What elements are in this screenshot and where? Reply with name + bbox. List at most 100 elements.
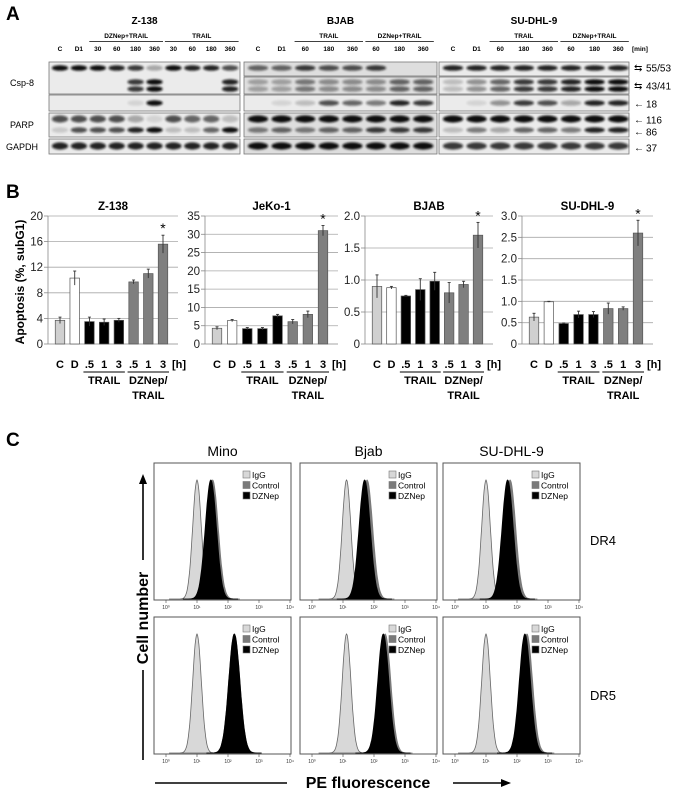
protein-band: [221, 127, 239, 133]
protein-band: [513, 127, 534, 133]
lane-label: 180: [323, 46, 334, 53]
arrow-left-icon: ←: [634, 143, 644, 154]
protein-band: [560, 127, 582, 133]
protein-band: [295, 65, 316, 71]
protein-band: [247, 79, 269, 85]
bar: [400, 295, 411, 345]
column-title-mino: Mino: [207, 443, 238, 459]
panel-label-c: C: [6, 430, 20, 451]
blot-strip: [243, 61, 438, 77]
y-tick-label: 35: [187, 211, 200, 223]
protein-band: [560, 86, 582, 92]
protein-band: [127, 79, 144, 85]
protein-band: [203, 127, 220, 133]
treatment-group-label: DZNep+TRAIL: [573, 33, 617, 40]
group-label: DZNep/: [444, 375, 483, 387]
y-tick-label: 8: [37, 288, 43, 300]
protein-band: [184, 127, 201, 133]
group-label: TRAIL: [404, 375, 437, 387]
lane-label: C: [451, 46, 456, 53]
protein-band: [413, 79, 434, 85]
size-marker-kda: 43/41: [646, 82, 671, 93]
legend-label: Control: [398, 635, 426, 645]
blot-strip: [438, 61, 630, 77]
category-label: C: [373, 359, 381, 371]
x-tick-label: 10⁰: [308, 605, 316, 611]
y-tick-label: 0: [194, 339, 200, 351]
arrow-left-icon: ←: [634, 115, 644, 126]
protein-band: [271, 79, 292, 85]
protein-band: [146, 100, 163, 106]
row-label-dr4: DR4: [590, 533, 616, 548]
y-tick-label: 3.0: [501, 211, 517, 223]
protein-band: [51, 65, 69, 71]
protein-band: [247, 127, 269, 133]
protein-band: [342, 86, 363, 92]
legend-label: IgG: [252, 624, 266, 634]
protein-band: [247, 142, 269, 150]
protein-band: [584, 79, 605, 85]
bar: [227, 320, 238, 345]
treatment-group-label: TRAIL: [319, 33, 338, 40]
protein-band: [490, 142, 511, 150]
lane-label: 180: [206, 46, 217, 53]
x-tick-label: 10¹: [482, 605, 490, 611]
x-tick-label: 10⁴: [575, 605, 583, 611]
blot-block-bjab: BJAB TRAIL DZNep+TRAIL C D1 60 180 360 60 180 360: [243, 16, 438, 155]
legend-swatch-dznep: [388, 645, 397, 654]
y-tick-label: 0: [511, 339, 517, 351]
legend-swatch-dznep: [388, 491, 397, 500]
x-tick-label: 10⁰: [308, 759, 316, 765]
protein-band: [537, 127, 558, 133]
size-marker-kda: 86: [646, 128, 658, 139]
lane-label: 60: [302, 46, 310, 53]
group-label: TRAIL: [607, 390, 640, 402]
protein-band: [51, 115, 69, 123]
protein-band: [318, 142, 339, 150]
y-tick-label: 16: [30, 237, 43, 249]
protein-band: [365, 127, 387, 133]
category-label: 1: [461, 359, 467, 371]
protein-band: [608, 142, 629, 150]
legend-label: Control: [252, 481, 280, 491]
protein-band: [271, 65, 292, 71]
category-label: C: [56, 359, 64, 371]
protein-band: [203, 115, 220, 123]
x-tick-label: 10³: [401, 759, 409, 765]
legend-label: Control: [398, 481, 426, 491]
protein-band: [608, 65, 629, 71]
bar: [99, 321, 110, 345]
protein-band: [165, 142, 182, 150]
x-tick-label: 10²: [513, 759, 521, 765]
y-tick-label: 30: [187, 229, 200, 241]
row-label-csp8: Csp-8: [10, 78, 34, 88]
bar: [573, 314, 584, 345]
bar: [128, 281, 139, 345]
lane-label: 60: [497, 46, 505, 53]
protein-band: [466, 142, 487, 150]
blot-strip: [438, 76, 630, 95]
histogram-frame: [153, 616, 292, 755]
category-label: 3: [475, 359, 481, 371]
category-label: C: [530, 359, 538, 371]
protein-band: [389, 100, 410, 106]
bar: [458, 284, 469, 345]
protein-band: [490, 100, 511, 106]
category-label: .5: [85, 359, 94, 371]
column-title-bjab: Bjab: [354, 443, 382, 459]
category-label: 3: [590, 359, 596, 371]
x-tick-label: 10³: [255, 759, 263, 765]
x-tick-label: 10²: [370, 605, 378, 611]
legend-label: IgG: [398, 624, 412, 634]
protein-band: [413, 86, 434, 92]
protein-band: [537, 115, 558, 123]
protein-band: [295, 79, 316, 85]
category-label: D: [228, 359, 236, 371]
category-label: .5: [445, 359, 454, 371]
protein-band: [51, 142, 69, 150]
x-tick-label: 10¹: [339, 759, 347, 765]
protein-band: [89, 65, 106, 71]
category-label: 3: [116, 359, 122, 371]
protein-band: [146, 79, 163, 85]
y-axis-label-apoptosis: Apoptosis (%, subG1): [13, 220, 27, 345]
